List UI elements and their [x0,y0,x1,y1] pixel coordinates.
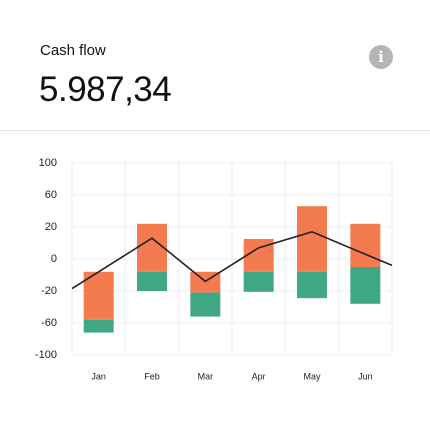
bar [297,206,327,272]
info-icon[interactable]: i [369,45,393,69]
bar [83,271,114,320]
y-tick-label: 100 [39,157,57,169]
bar [83,319,114,333]
line-extension [365,253,393,267]
x-tick-label: Jan [91,371,106,381]
bar [137,223,167,272]
bar [190,292,221,317]
y-tick-label: -60 [41,317,57,329]
x-tick-label: Jun [358,371,373,381]
line-extension [71,271,100,290]
cash-amount: 5.987,34 [39,70,172,109]
y-tick-label: 60 [45,189,57,201]
line [98,230,366,283]
x-tick-label: Mar [198,371,214,381]
y-tick-label: 0 [51,253,57,265]
divider [0,130,430,131]
y-tick-label: -100 [35,349,57,361]
bar [350,223,381,267]
bar [297,271,327,299]
y-tick-label: 20 [45,221,57,233]
x-tick-label: Feb [144,371,160,381]
y-tick-label: -20 [41,285,57,297]
x-tick-label: Apr [252,371,266,381]
bar [137,271,167,291]
bar [243,271,274,292]
card-title: Cash flow [40,42,106,59]
x-tick-label: May [303,371,321,381]
bar [350,267,381,304]
